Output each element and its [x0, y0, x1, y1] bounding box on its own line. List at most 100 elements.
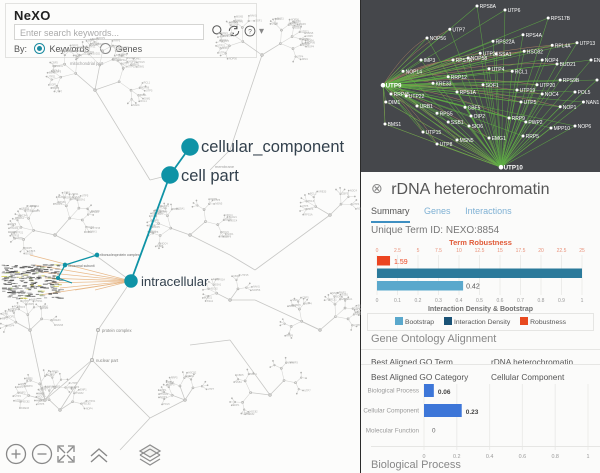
- svg-text:protein complex: protein complex: [102, 328, 132, 333]
- svg-text:BMS1: BMS1: [388, 122, 402, 128]
- svg-text:UTP8: UTP8: [16, 237, 23, 240]
- svg-text:NOP56: NOP56: [307, 41, 316, 44]
- svg-text:RCL1: RCL1: [86, 231, 93, 234]
- svg-text:UTP5: UTP5: [214, 199, 221, 202]
- svg-text:RPS8A: RPS8A: [480, 4, 497, 10]
- svg-text:URB1: URB1: [420, 104, 434, 110]
- svg-text:ribonucleoprotein complex: ribonucleoprotein complex: [100, 253, 140, 257]
- svg-text:SOF1: SOF1: [8, 316, 15, 319]
- svg-text:IMP3: IMP3: [424, 58, 436, 64]
- svg-text:MSN5: MSN5: [236, 16, 244, 19]
- svg-text:SOF1: SOF1: [120, 53, 127, 56]
- svg-text:KRE33: KRE33: [318, 190, 327, 193]
- svg-text:0.4: 0.4: [456, 298, 463, 304]
- svg-text:NOC4: NOC4: [545, 92, 559, 98]
- svg-text:SIO6: SIO6: [472, 124, 484, 130]
- svg-text:RRP5: RRP5: [526, 134, 540, 140]
- svg-text:0.8: 0.8: [538, 298, 545, 304]
- svg-text:EMG1: EMG1: [492, 136, 506, 142]
- svg-text:UTP5: UTP5: [146, 90, 153, 93]
- svg-text:NAN1: NAN1: [133, 104, 140, 107]
- svg-text:POL5: POL5: [578, 90, 591, 96]
- svg-text:0: 0: [376, 298, 379, 304]
- svg-text:UTP4: UTP4: [73, 386, 80, 389]
- svg-text:IMP3: IMP3: [2, 317, 8, 320]
- svg-text:ENP1: ENP1: [17, 386, 24, 389]
- svg-text:SSB1: SSB1: [451, 120, 464, 126]
- svg-text:UTP7: UTP7: [304, 389, 311, 392]
- svg-text:HSC82: HSC82: [22, 401, 31, 404]
- svg-text:RCL1: RCL1: [140, 100, 147, 103]
- svg-text:BMS1: BMS1: [17, 217, 24, 220]
- svg-text:NOP1: NOP1: [563, 105, 577, 111]
- svg-text:POL5: POL5: [53, 70, 60, 73]
- svg-text:NOP56: NOP56: [252, 289, 261, 292]
- svg-text:UTP20: UTP20: [540, 83, 556, 89]
- svg-text:HSC82: HSC82: [75, 392, 84, 395]
- svg-text:NOP6: NOP6: [578, 124, 592, 130]
- svg-text:0.3: 0.3: [435, 298, 442, 304]
- svg-text:Biological Process: Biological Process: [368, 388, 419, 395]
- svg-text:UTP21: UTP21: [48, 75, 56, 78]
- svg-text:NAN1: NAN1: [586, 100, 600, 106]
- svg-text:RPS1A: RPS1A: [460, 90, 477, 96]
- svg-text:KRE33: KRE33: [21, 407, 30, 410]
- svg-text:NOC4: NOC4: [230, 219, 238, 222]
- svg-text:DIM1: DIM1: [42, 307, 49, 310]
- svg-text:PWP2: PWP2: [299, 23, 307, 26]
- svg-text:CBF5: CBF5: [468, 105, 481, 111]
- svg-text:HSC82: HSC82: [36, 399, 45, 402]
- svg-text:CBF5: CBF5: [342, 193, 349, 196]
- svg-text:RPS4A: RPS4A: [526, 33, 543, 39]
- svg-text:POL5: POL5: [138, 61, 145, 64]
- svg-text:cellular_component: cellular_component: [201, 138, 345, 156]
- svg-text:UTP8: UTP8: [152, 231, 159, 234]
- svg-text:UTP5: UTP5: [302, 205, 309, 208]
- svg-text:22.5: 22.5: [557, 248, 567, 254]
- svg-text:0.5: 0.5: [476, 298, 483, 304]
- svg-text:NOP4: NOP4: [160, 396, 167, 399]
- svg-text:NOP4: NOP4: [289, 305, 296, 308]
- svg-text:SSA1: SSA1: [79, 199, 86, 202]
- svg-text:NOC4: NOC4: [75, 54, 83, 57]
- svg-text:SOF1: SOF1: [221, 39, 228, 42]
- svg-text:SOF1: SOF1: [255, 20, 262, 23]
- svg-text:NOP4: NOP4: [86, 407, 93, 410]
- svg-text:NOP4: NOP4: [55, 203, 62, 206]
- svg-text:DIM1: DIM1: [138, 66, 145, 69]
- svg-text:0.2: 0.2: [415, 298, 422, 304]
- svg-text:IMP3: IMP3: [292, 361, 298, 364]
- svg-text:UTP22: UTP22: [409, 94, 425, 100]
- svg-text:RPS1A: RPS1A: [217, 278, 226, 281]
- svg-text:SOF1: SOF1: [50, 84, 57, 87]
- svg-text:NOC4: NOC4: [350, 189, 358, 192]
- svg-text:UTP21: UTP21: [87, 400, 95, 403]
- svg-text:CBF5: CBF5: [51, 61, 58, 64]
- svg-text:HSC82: HSC82: [76, 50, 85, 53]
- svg-text:mitochondrial part: mitochondrial part: [70, 61, 104, 66]
- svg-text:UTP15: UTP15: [241, 274, 249, 277]
- svg-text:Molecular Function: Molecular Function: [366, 428, 420, 435]
- svg-text:UTP15: UTP15: [426, 130, 442, 136]
- svg-text:HSC82: HSC82: [527, 49, 543, 55]
- svg-text:UTP15: UTP15: [243, 412, 251, 415]
- svg-text:RRP5: RRP5: [114, 40, 121, 43]
- svg-text:SOF1: SOF1: [486, 83, 499, 89]
- svg-text:HSC82: HSC82: [83, 402, 92, 405]
- svg-text:7.5: 7.5: [435, 248, 442, 254]
- svg-text:ENP1: ENP1: [80, 389, 87, 392]
- svg-text:1: 1: [581, 298, 584, 304]
- svg-text:RPS22A: RPS22A: [496, 39, 516, 45]
- svg-text:0: 0: [432, 428, 436, 435]
- svg-text:UTP4: UTP4: [219, 52, 226, 55]
- svg-text:nuclear part: nuclear part: [96, 358, 119, 363]
- svg-text:intracellular: intracellular: [141, 274, 209, 289]
- svg-text:RRP9: RRP9: [26, 385, 33, 388]
- svg-text:RPS9B: RPS9B: [563, 78, 580, 84]
- svg-text:UTP4: UTP4: [14, 395, 21, 398]
- svg-text:RPS1A: RPS1A: [304, 213, 313, 216]
- svg-text:5: 5: [417, 248, 420, 254]
- svg-text:0: 0: [376, 248, 379, 254]
- svg-text:NOP56: NOP56: [430, 36, 447, 42]
- svg-text:OIP2: OIP2: [474, 114, 486, 120]
